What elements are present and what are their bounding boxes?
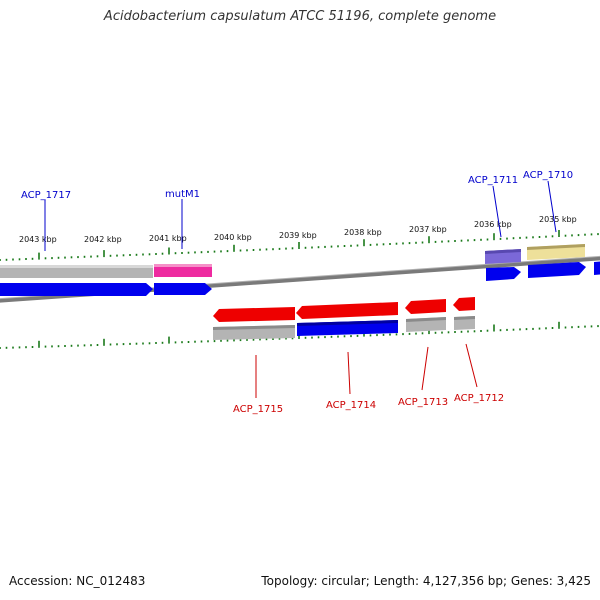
accession-text: Accession: NC_012483 [9,574,146,588]
cog-bar-acp-1714-shade [297,320,398,326]
forward-cog-track [0,244,585,278]
cds-arrow-acp-1712[interactable] [453,297,475,311]
forward-cds-track [0,261,600,296]
gene-label-acp-1713[interactable]: ACP_1713 [398,397,448,408]
cds-arrow-acp-1714[interactable] [296,302,398,319]
tick-labels: 2043 kbp 2042 kbp 2041 kbp 2040 kbp 2039… [19,215,577,244]
leader-acp-1711 [492,185,502,238]
tick-label-2041: 2041 kbp [149,234,187,243]
cog-bar-mutm1[interactable] [154,264,212,277]
cog-bar-acp-1711-shade [485,249,521,254]
gene-label-acp-1712[interactable]: ACP_1712 [454,393,504,404]
cog-bar-acp-1713-shade [406,317,446,322]
gene-label-acp-1717[interactable]: ACP_1717 [21,190,71,201]
tick-label-2035: 2035 kbp [539,215,577,224]
tick-label-2040: 2040 kbp [214,233,252,242]
cog-bar-acp-1717-shade [0,265,153,268]
gene-label-acp-1714[interactable]: ACP_1714 [326,400,376,411]
cds-arrow-mutm1[interactable] [154,283,212,295]
gene-labels: ACP_1717 mutM1 ACP_1715 ACP_1714 ACP_171… [21,170,573,415]
cds-arrow-acp-1715[interactable] [213,307,295,322]
tick-label-2039: 2039 kbp [279,231,317,240]
cog-bar-acp-1712-shade [454,316,475,320]
gene-label-acp-1710[interactable]: ACP_1710 [523,170,573,181]
label-leaders [44,180,557,398]
cog-bar-mutm1-shade [154,264,212,267]
leader-acp-1712 [465,343,478,388]
tick-label-2042: 2042 kbp [84,235,122,244]
cog-bar-acp-1717[interactable] [0,265,153,278]
cog-bar-acp-1710-shade [527,244,585,250]
cog-bar-acp-1715-shade [213,325,295,330]
gene-label-acp-1711[interactable]: ACP_1711 [468,175,518,186]
cds-arrow-acp-1710[interactable] [528,262,586,278]
reverse-cog-track [213,316,475,340]
tick-label-2036: 2036 kbp [474,220,512,229]
tick-label-2043: 2043 kbp [19,235,57,244]
leader-acp-1710 [547,180,557,233]
leader-acp-1713 [421,346,429,391]
gene-label-acp-1715[interactable]: ACP_1715 [233,404,283,415]
cds-arrow-acp-1717[interactable] [0,283,153,296]
cds-arrow-acp-1713[interactable] [405,299,446,314]
leader-acp-1714 [347,351,351,395]
map-title: Acidobacterium capsulatum ATCC 51196, co… [103,9,497,24]
tick-label-2037: 2037 kbp [409,225,447,234]
tick-label-2038: 2038 kbp [344,228,382,237]
cds-arrow-acp-1711[interactable] [486,267,521,281]
genome-stats-text: Topology: circular; Length: 4,127,356 bp… [261,574,591,588]
outer-tick-ruler [0,230,599,261]
gene-label-mutm1[interactable]: mutM1 [165,189,200,200]
cds-arrow-next[interactable] [594,261,600,275]
reverse-cds-track [213,297,475,322]
